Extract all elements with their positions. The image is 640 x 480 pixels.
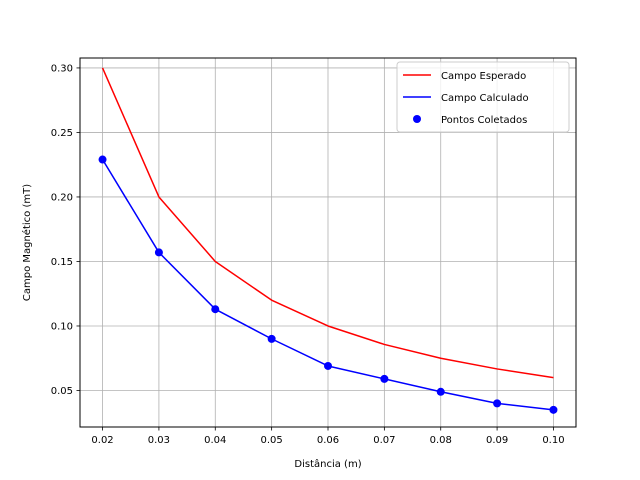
axis-ticks: 0.02 0.03 0.04 0.05 0.06 0.07 0.08 0.09 0.10 0.05… bbox=[51, 63, 565, 446]
x-tick-label: 0.04 bbox=[204, 435, 226, 446]
scatter-point bbox=[154, 248, 163, 257]
x-tick-label: 0.02 bbox=[91, 435, 113, 446]
y-tick-label: 0.05 bbox=[51, 386, 73, 397]
scatter-point bbox=[267, 334, 276, 343]
series-layer bbox=[98, 67, 558, 414]
x-tick-label: 0.06 bbox=[317, 435, 339, 446]
y-tick-label: 0.25 bbox=[51, 128, 73, 139]
legend-box bbox=[396, 61, 570, 133]
legend-label: Campo Esperado bbox=[441, 71, 526, 82]
y-axis-label: Campo Magnético (mT) bbox=[21, 184, 33, 301]
legend-marker-swatch bbox=[413, 115, 421, 123]
x-axis-label: Distância (m) bbox=[294, 458, 361, 470]
scatter-point bbox=[380, 374, 389, 383]
scatter-point bbox=[211, 305, 220, 314]
x-tick-label: 0.03 bbox=[148, 435, 170, 446]
x-tick-label: 0.08 bbox=[430, 435, 452, 446]
scatter-point bbox=[493, 399, 502, 408]
y-tick-label: 0.20 bbox=[51, 192, 73, 203]
x-tick-label: 0.10 bbox=[542, 435, 564, 446]
x-tick-label: 0.05 bbox=[261, 435, 283, 446]
legend-label: Pontos Coletados bbox=[441, 115, 527, 126]
series-line-1 bbox=[101, 67, 554, 379]
x-tick-label: 0.07 bbox=[373, 435, 395, 446]
y-tick-label: 0.30 bbox=[51, 63, 73, 74]
scatter-point bbox=[549, 405, 558, 414]
scatter-point bbox=[436, 387, 445, 396]
y-tick-label: 0.15 bbox=[51, 257, 73, 268]
y-tick-label: 0.10 bbox=[51, 321, 73, 332]
scatter-point bbox=[98, 155, 107, 164]
x-tick-label: 0.09 bbox=[486, 435, 508, 446]
scatter-point bbox=[324, 361, 332, 370]
legend: Campo Esperado Campo Calculado Pontos Cole… bbox=[396, 61, 570, 133]
legend-label: Campo Calculado bbox=[441, 93, 529, 104]
